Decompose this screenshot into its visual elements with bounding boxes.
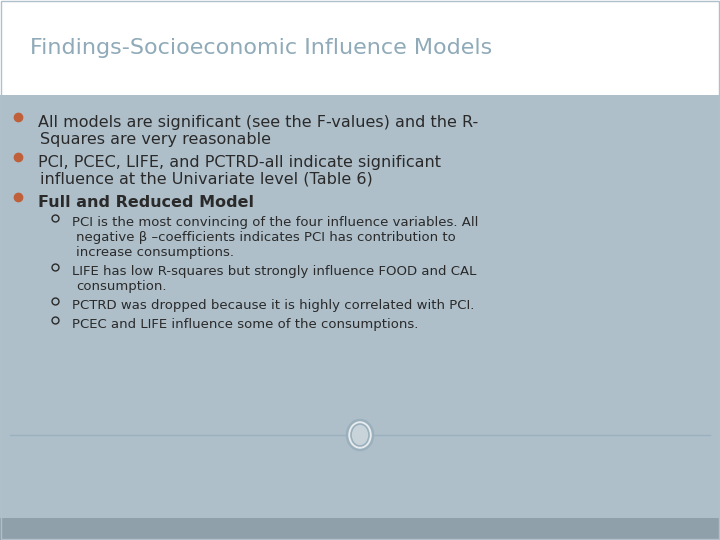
Text: PCEC and LIFE influence some of the consumptions.: PCEC and LIFE influence some of the cons…	[72, 318, 418, 331]
Text: Squares are very reasonable: Squares are very reasonable	[40, 132, 271, 147]
Text: increase consumptions.: increase consumptions.	[76, 246, 234, 259]
Bar	[0, 518, 720, 540]
Text: Findings-Socioeconomic Influence Models: Findings-Socioeconomic Influence Models	[30, 37, 492, 57]
Ellipse shape	[351, 424, 369, 446]
Text: consumption.: consumption.	[76, 280, 166, 293]
Ellipse shape	[347, 420, 373, 450]
Text: LIFE has low R-squares but strongly influence FOOD and CAL: LIFE has low R-squares but strongly infl…	[72, 265, 477, 278]
Text: influence at the Univariate level (Table 6): influence at the Univariate level (Table…	[40, 172, 373, 187]
Bar	[0, 0, 720, 95]
Text: All models are significant (see the F-values) and the R-: All models are significant (see the F-va…	[38, 115, 478, 130]
Text: PCTRD was dropped because it is highly correlated with PCI.: PCTRD was dropped because it is highly c…	[72, 299, 474, 312]
Text: PCI is the most convincing of the four influence variables. All: PCI is the most convincing of the four i…	[72, 216, 478, 229]
Text: PCI, PCEC, LIFE, and PCTRD-all indicate significant: PCI, PCEC, LIFE, and PCTRD-all indicate …	[38, 155, 441, 170]
Bar	[0, 95, 720, 518]
Text: negative β –coefficients indicates PCI has contribution to: negative β –coefficients indicates PCI h…	[76, 231, 456, 244]
Text: Full and Reduced Model: Full and Reduced Model	[38, 195, 254, 210]
